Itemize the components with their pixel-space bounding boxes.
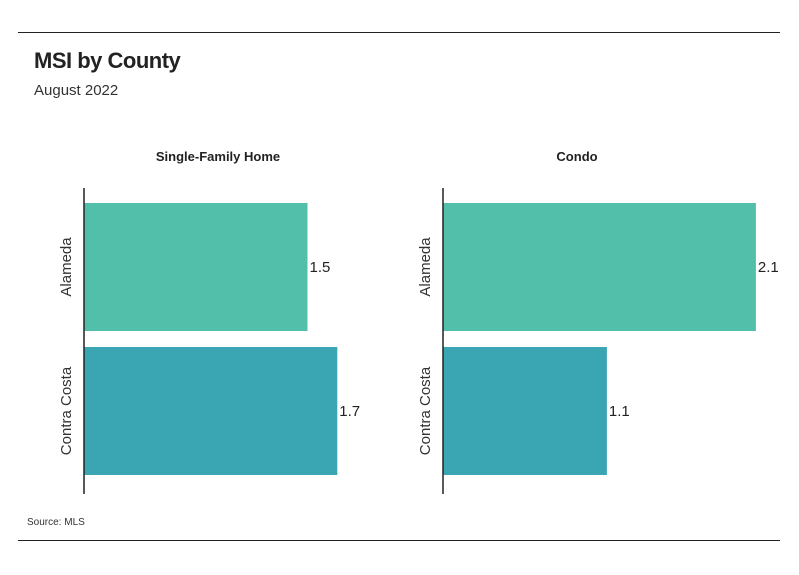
bar-value-label: 1.5 (310, 259, 331, 276)
bar-value-label: 1.7 (339, 403, 360, 420)
category-label: Contra Costa (417, 366, 434, 455)
bar-value-label: 2.1 (758, 259, 779, 276)
category-label: Alameda (58, 237, 75, 297)
chart-panel-0: Single-Family Home 1.5 Alameda 1.7 Contra Co… (58, 149, 360, 494)
chart-panel-1: Condo 2.1 Alameda 1.1 Contra Costa (417, 149, 779, 494)
bar (443, 203, 756, 331)
bar (84, 203, 308, 331)
bar (84, 347, 338, 475)
panel-title: Condo (556, 149, 597, 164)
bar (443, 347, 607, 475)
source-note: Source: MLS (27, 517, 85, 528)
bar-value-label: 1.1 (609, 403, 630, 420)
chart-subtitle: August 2022 (34, 82, 119, 99)
category-label: Contra Costa (58, 366, 75, 455)
top-rule (18, 32, 780, 33)
chart-title: MSI by County (34, 48, 181, 73)
category-label: Alameda (417, 237, 434, 297)
bottom-rule (18, 540, 780, 541)
panel-title: Single-Family Home (156, 149, 280, 164)
